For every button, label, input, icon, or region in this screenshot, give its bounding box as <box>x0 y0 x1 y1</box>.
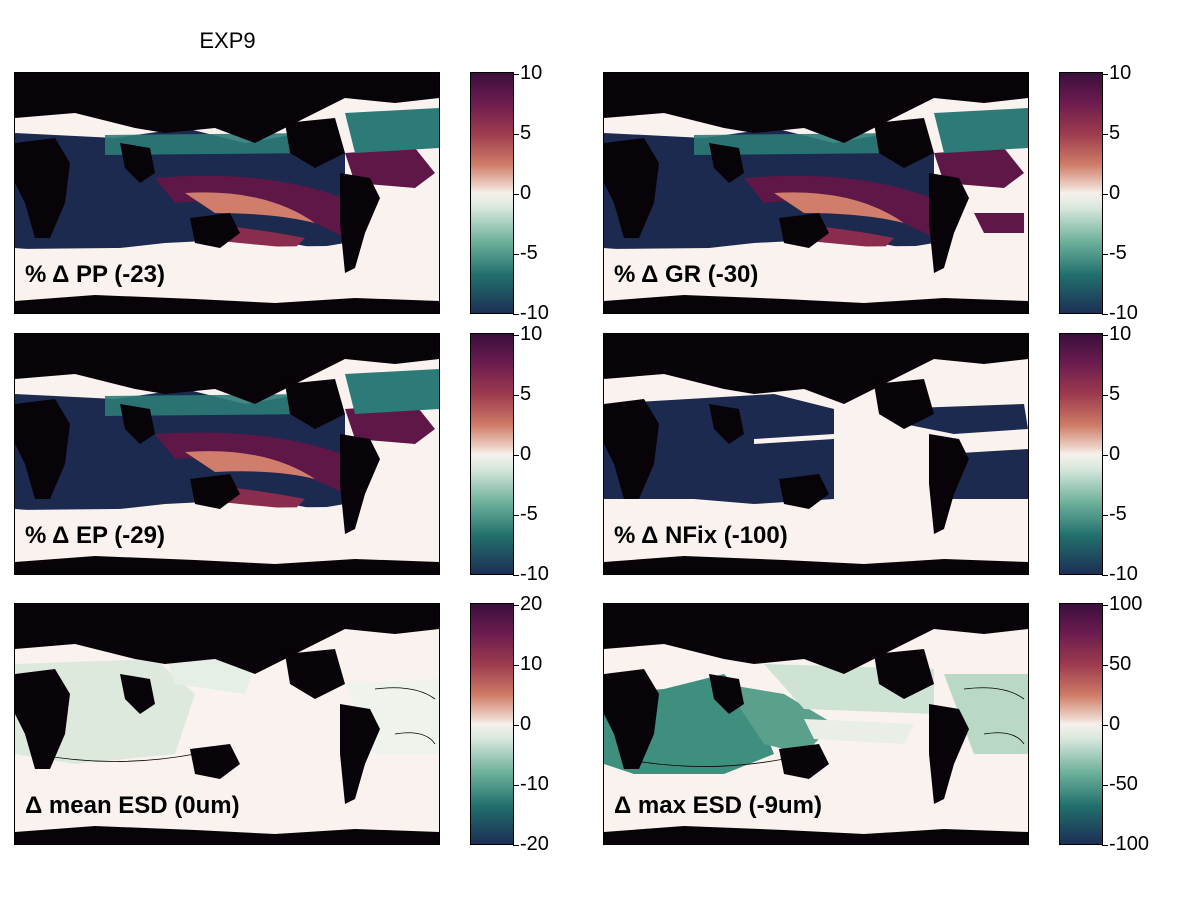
colorbar-tick: -50 <box>1102 773 1138 795</box>
panel-label: Δ mean ESD (0um) <box>25 792 240 819</box>
colorbar-tick: 5 <box>512 383 532 405</box>
panel-label: Δ max ESD (-9um) <box>614 792 822 819</box>
colorbar-tick: 0 <box>1101 713 1121 735</box>
continents <box>604 73 1028 313</box>
colorbar-tick: 0 <box>1101 443 1121 465</box>
colorbar-tick: -5 <box>513 242 538 264</box>
panel-label: % Δ GR (-30) <box>614 261 759 288</box>
continents <box>15 604 439 844</box>
colorbar-tick: 100 <box>1101 593 1143 615</box>
colorbar-tick: -5 <box>1102 503 1127 525</box>
colorbar-tick: 0 <box>512 713 532 735</box>
figure-title: EXP9 <box>199 28 256 53</box>
colorbar-tick: -100 <box>1101 833 1150 855</box>
colorbar-tick: -10 <box>513 563 549 585</box>
map-field-ep <box>15 334 439 574</box>
colorbar-tick: -10 <box>513 302 549 324</box>
colorbar-tick: -20 <box>513 833 549 855</box>
colorbar-tick: 20 <box>512 593 543 615</box>
colorbar-tick: -10 <box>1102 302 1138 324</box>
anomaly-field <box>15 108 439 313</box>
colorbar-max-esd <box>1059 603 1103 845</box>
map-panel-mean-esd: Δ mean ESD (0um) <box>14 603 440 845</box>
colorbar-tick: 10 <box>512 653 543 675</box>
contours <box>623 687 1025 767</box>
colorbar-mean-esd <box>470 603 514 845</box>
anomaly-field <box>15 369 439 574</box>
continents <box>604 604 1028 844</box>
map-field-pp <box>15 73 439 313</box>
continents <box>15 334 439 574</box>
map-field-mean-esd <box>15 604 439 844</box>
colorbar-tick: 5 <box>1101 383 1121 405</box>
colorbar-tick: 50 <box>1101 653 1132 675</box>
colorbar-tick: -5 <box>1102 242 1127 264</box>
colorbar-tick: 10 <box>1101 323 1132 345</box>
colorbar-tick: 5 <box>1101 122 1121 144</box>
map-panel-pp: % Δ PP (-23) <box>14 72 440 314</box>
colorbar-pp <box>470 72 514 314</box>
colorbar-gr <box>1059 72 1103 314</box>
continents <box>15 73 439 313</box>
colorbar-tick: 0 <box>1101 182 1121 204</box>
colorbar-tick: -10 <box>513 773 549 795</box>
continents <box>604 334 1028 574</box>
map-field-gr <box>604 73 1028 313</box>
colorbar-ep <box>470 333 514 575</box>
map-field-max-esd <box>604 604 1028 844</box>
colorbar-tick: -5 <box>513 503 538 525</box>
colorbar-tick: 0 <box>512 443 532 465</box>
panel-label: % Δ EP (-29) <box>25 522 165 549</box>
colorbar-tick: 10 <box>1101 62 1132 84</box>
colorbar-tick: 0 <box>512 182 532 204</box>
map-panel-ep: % Δ EP (-29) <box>14 333 440 575</box>
map-field-nfix <box>604 334 1028 574</box>
map-panel-max-esd: Δ max ESD (-9um) <box>603 603 1029 845</box>
colorbar-tick: 5 <box>512 122 532 144</box>
colorbar-tick: 10 <box>512 323 543 345</box>
panel-label: % Δ PP (-23) <box>25 261 165 288</box>
colorbar-tick: 10 <box>512 62 543 84</box>
map-panel-nfix: % Δ NFix (-100) <box>603 333 1029 575</box>
colorbar-nfix <box>1059 333 1103 575</box>
map-panel-gr: % Δ GR (-30) <box>603 72 1029 314</box>
panel-label: % Δ NFix (-100) <box>614 522 788 549</box>
colorbar-tick: -10 <box>1102 563 1138 585</box>
